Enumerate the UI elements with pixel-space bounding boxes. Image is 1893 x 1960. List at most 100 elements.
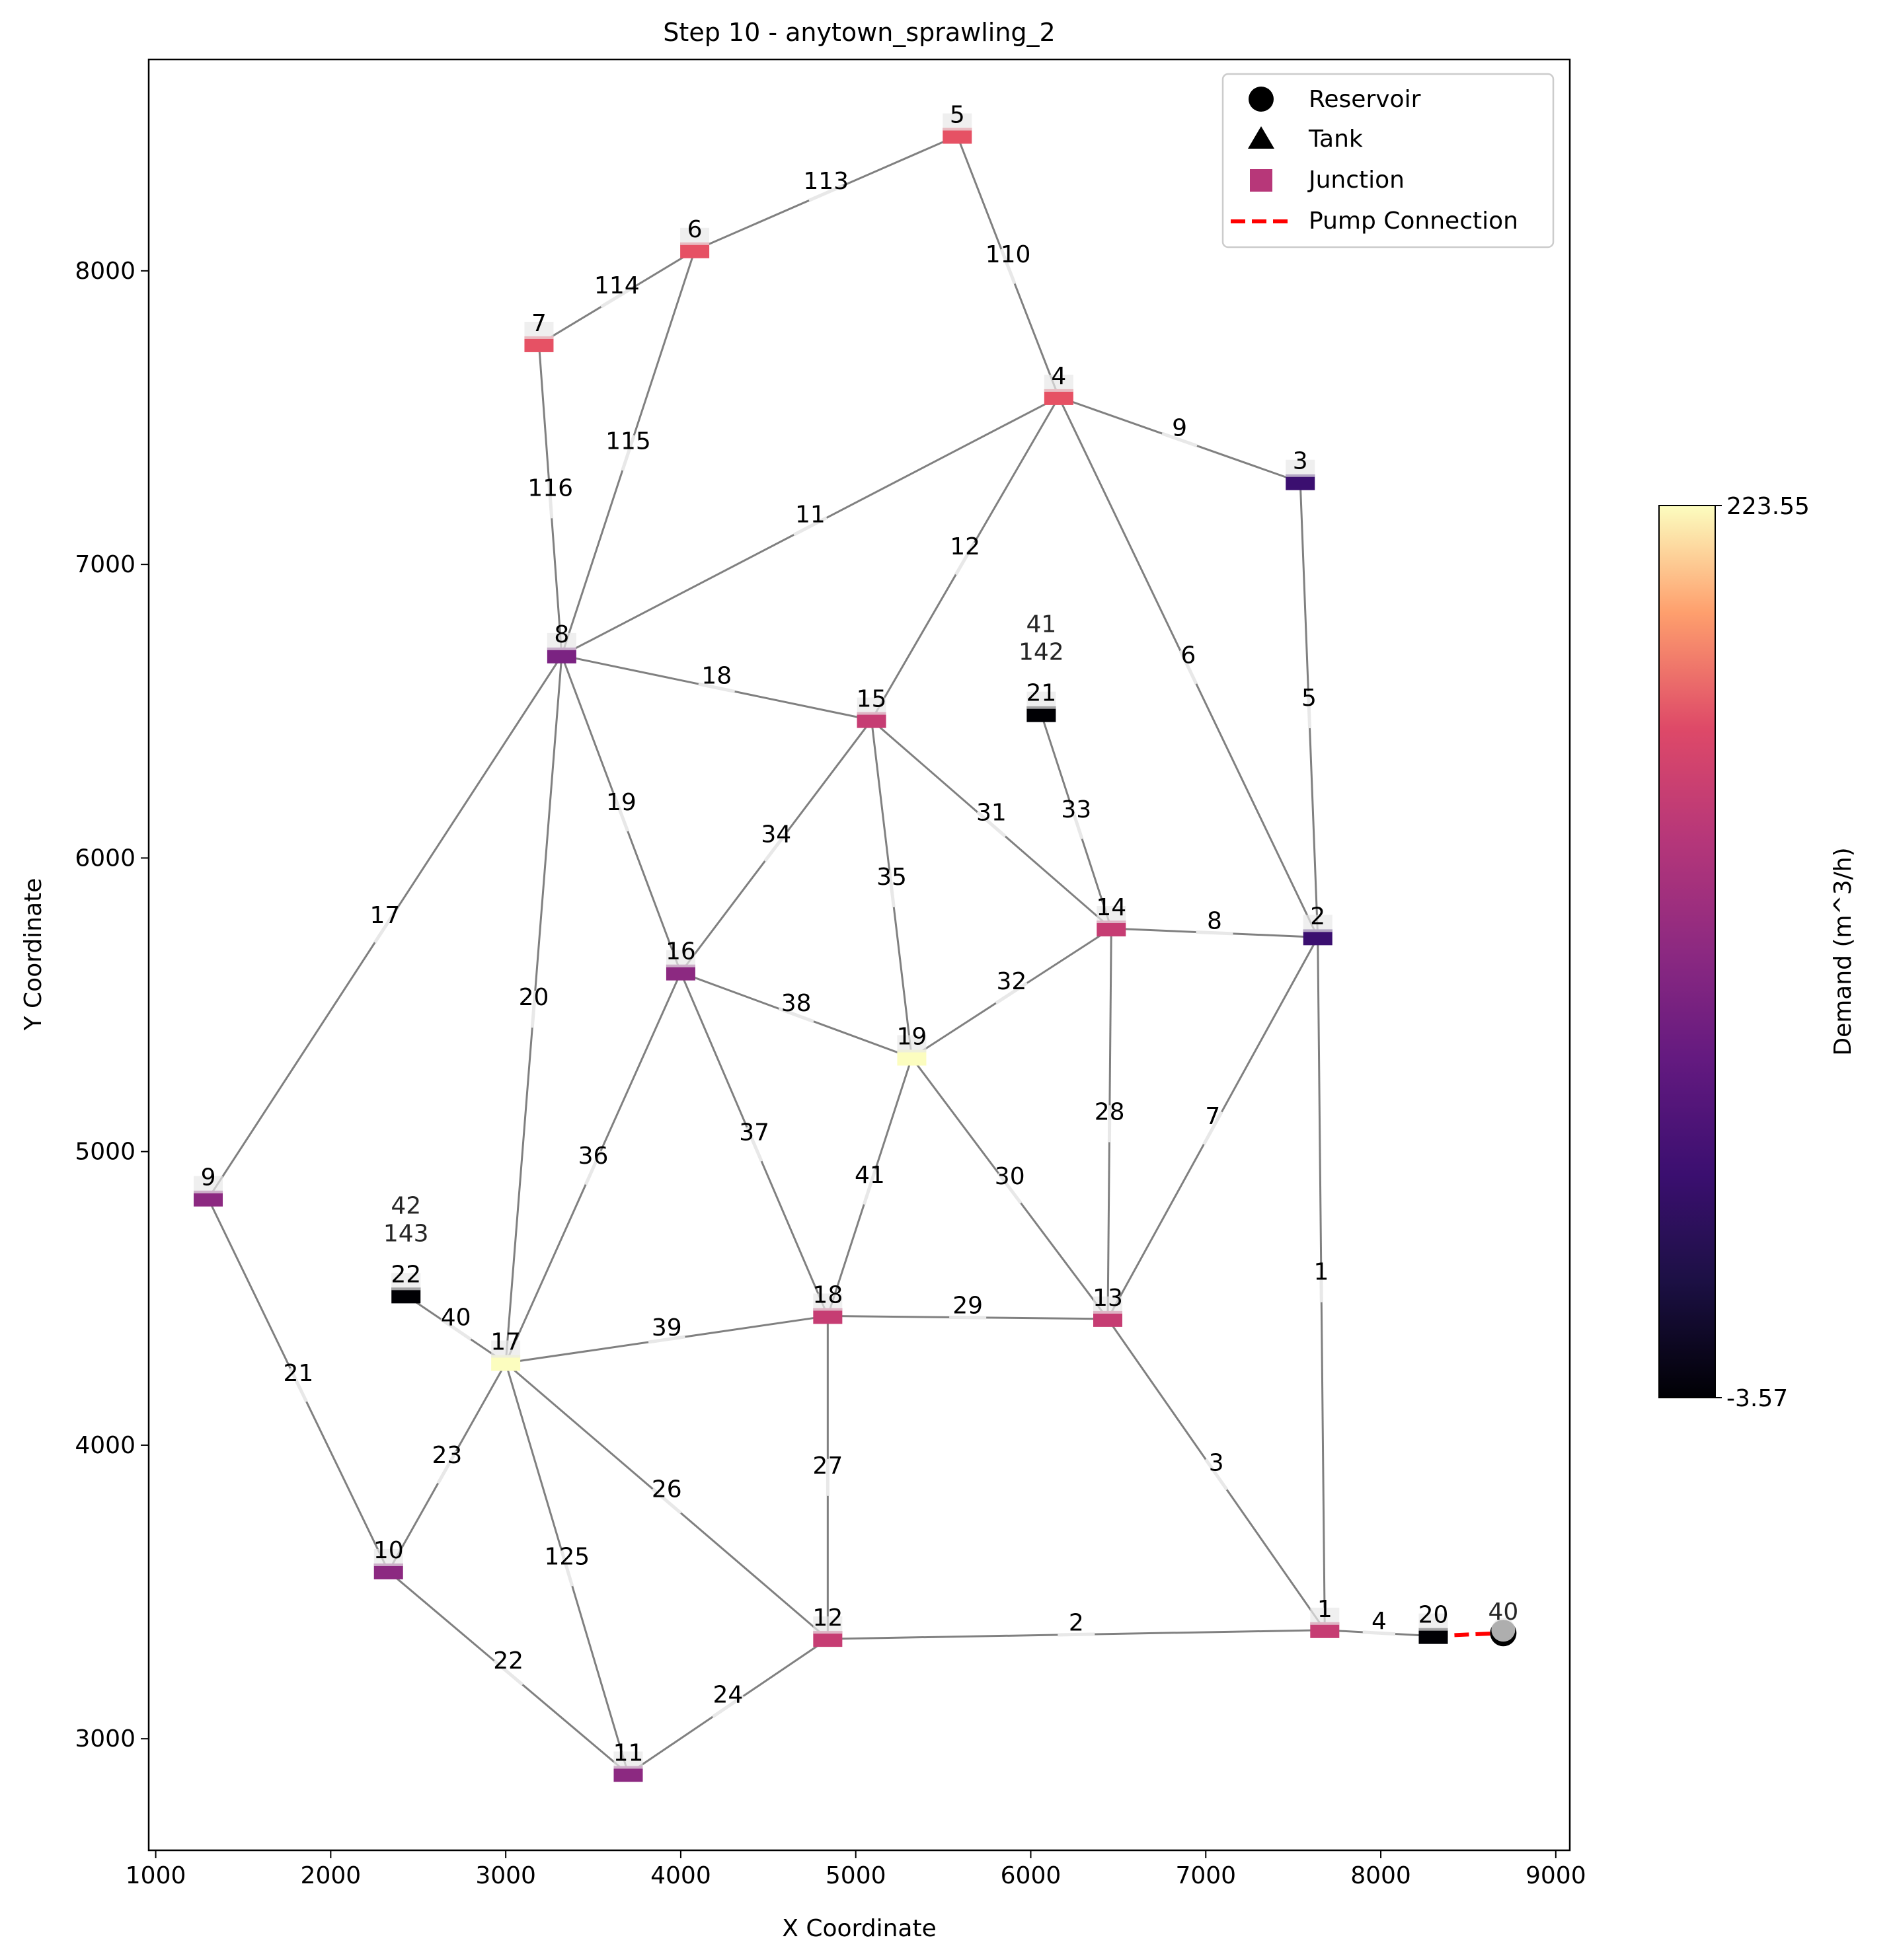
node-label-7: 7 (531, 310, 547, 337)
pipe-midpoint-marker (560, 1550, 574, 1587)
y-axis-label: Y Coordinate (20, 878, 47, 1032)
x-tick-label: 5000 (826, 1862, 886, 1889)
nodes-layer (194, 113, 1517, 1782)
pipe-label-31: 31 (976, 799, 1007, 826)
pipe-label-30: 30 (995, 1163, 1025, 1190)
colorbar: 223.55 -3.57 Demand (m^3/h) (1658, 493, 1857, 1412)
junction-highlight (1097, 906, 1126, 924)
pipe-midpoint-marker (698, 682, 736, 693)
pipe-midpoint-marker (621, 434, 636, 471)
junction-highlight (1303, 915, 1333, 932)
pipe-label-116: 116 (527, 474, 573, 502)
junction-highlight (943, 113, 972, 131)
y-tick-label: 8000 (75, 258, 135, 285)
pipe-label-37: 37 (739, 1119, 769, 1147)
pipe-label-11: 11 (795, 501, 826, 528)
pipe-label-2: 2 (1069, 1609, 1084, 1636)
pipe-label-26: 26 (652, 1476, 682, 1503)
pipe-label-39: 39 (652, 1314, 682, 1341)
plot-area (149, 59, 1570, 1850)
pipe-label-22: 22 (493, 1647, 523, 1675)
pipe-midpoint-marker (1204, 1458, 1229, 1491)
junction-highlight (1286, 459, 1315, 477)
junction-highlight (897, 1035, 927, 1053)
x-tick-label: 9000 (1526, 1862, 1586, 1889)
legend-pump-label: Pump Connection (1309, 207, 1518, 235)
junction-highlight (813, 1616, 843, 1634)
pipe-midpoint-marker (888, 870, 896, 908)
node-id-label: 143 (383, 1220, 429, 1247)
pipe-midpoint-marker (1161, 432, 1198, 447)
colorbar-min-label: -3.57 (1726, 1385, 1788, 1412)
pipe-midpoint-marker (1202, 1111, 1223, 1145)
pipe-midpoint-marker (436, 1450, 458, 1484)
legend-tank-label: Tank (1308, 126, 1363, 153)
x-tick-label: 7000 (1175, 1862, 1236, 1889)
junction-highlight (666, 950, 695, 967)
pipe-label-28: 28 (1095, 1098, 1125, 1125)
node-label-13: 13 (1093, 1285, 1123, 1312)
junction-highlight (373, 1548, 403, 1566)
node-label-10: 10 (373, 1537, 404, 1564)
pipe-midpoint-marker (949, 1315, 987, 1320)
junction-highlight (194, 1176, 223, 1193)
pipe-label-18: 18 (701, 663, 732, 690)
pipe-midpoint-marker (745, 1126, 763, 1162)
pipe-label-33: 33 (1061, 796, 1091, 823)
pipe-midpoint-marker (1319, 1265, 1323, 1302)
pipe-midpoint-marker (1069, 803, 1084, 840)
y-tick-label: 6000 (75, 845, 135, 872)
y-tick-label: 7000 (75, 551, 135, 578)
node-label-1: 1 (1317, 1596, 1333, 1623)
pipe-label-6: 6 (1180, 642, 1196, 669)
pipe-label-9: 9 (1172, 414, 1187, 441)
pipe-midpoint-marker (651, 1488, 682, 1515)
pipe-midpoint-marker (954, 541, 976, 576)
chart-title: Step 10 - anytown_sprawling_2 (663, 18, 1055, 47)
y-tick-label: 4000 (75, 1432, 135, 1459)
node-label-4: 4 (1051, 363, 1066, 390)
pipe-midpoint-marker (1058, 1632, 1095, 1637)
node-id-label: 40 (1488, 1599, 1518, 1626)
x-tick-label: 4000 (650, 1862, 711, 1889)
node-label-11: 11 (613, 1739, 644, 1766)
pipe-midpoint-marker (763, 830, 789, 862)
node-label-2: 2 (1310, 903, 1325, 930)
legend-junction-marker (1250, 169, 1272, 192)
pipes-layer (207, 135, 1434, 1775)
node-label-16: 16 (666, 938, 696, 965)
pipe-label-32: 32 (996, 968, 1026, 995)
junction-highlight (547, 632, 576, 650)
node-label-3: 3 (1293, 448, 1308, 475)
legend-box (1221, 73, 1555, 248)
node-label-21: 21 (1026, 680, 1056, 707)
pipe-midpoint-marker (995, 981, 1028, 1005)
pipe-labels-layer: 1234567891112171819202122232426272829303… (283, 168, 1386, 1708)
pipe-label-115: 115 (605, 428, 651, 455)
pipe-midpoint-marker (778, 1007, 814, 1024)
pipe-label-12: 12 (950, 533, 980, 560)
node-label-8: 8 (554, 621, 569, 648)
pipe-label-29: 29 (952, 1293, 983, 1320)
node-label-19: 19 (897, 1023, 927, 1050)
pipe-midpoint-marker (1306, 691, 1312, 729)
node-label-18: 18 (812, 1281, 843, 1308)
node-id-label: 41 (1026, 611, 1056, 638)
pipe-label-4: 4 (1371, 1608, 1387, 1635)
pipe-midpoint-marker (1196, 930, 1233, 936)
junction-highlight (491, 1340, 521, 1358)
node-labels-layer: 1234567891011121314151617181920212241142… (201, 102, 1519, 1767)
pipe-midpoint-marker (600, 286, 634, 309)
pipe-midpoint-marker (1362, 1630, 1396, 1636)
x-axis-label: X Coordinate (782, 1915, 936, 1942)
junction-highlight (524, 321, 554, 339)
pipe-label-21: 21 (283, 1360, 313, 1387)
pipe-label-20: 20 (519, 984, 549, 1011)
pipe-label-5: 5 (1301, 685, 1317, 712)
node-label-20: 20 (1418, 1602, 1449, 1629)
junction-highlight (680, 227, 710, 245)
pipe-label-23: 23 (432, 1442, 463, 1469)
pipe-midpoint-marker (808, 184, 844, 202)
pipe-label-17: 17 (370, 902, 401, 929)
